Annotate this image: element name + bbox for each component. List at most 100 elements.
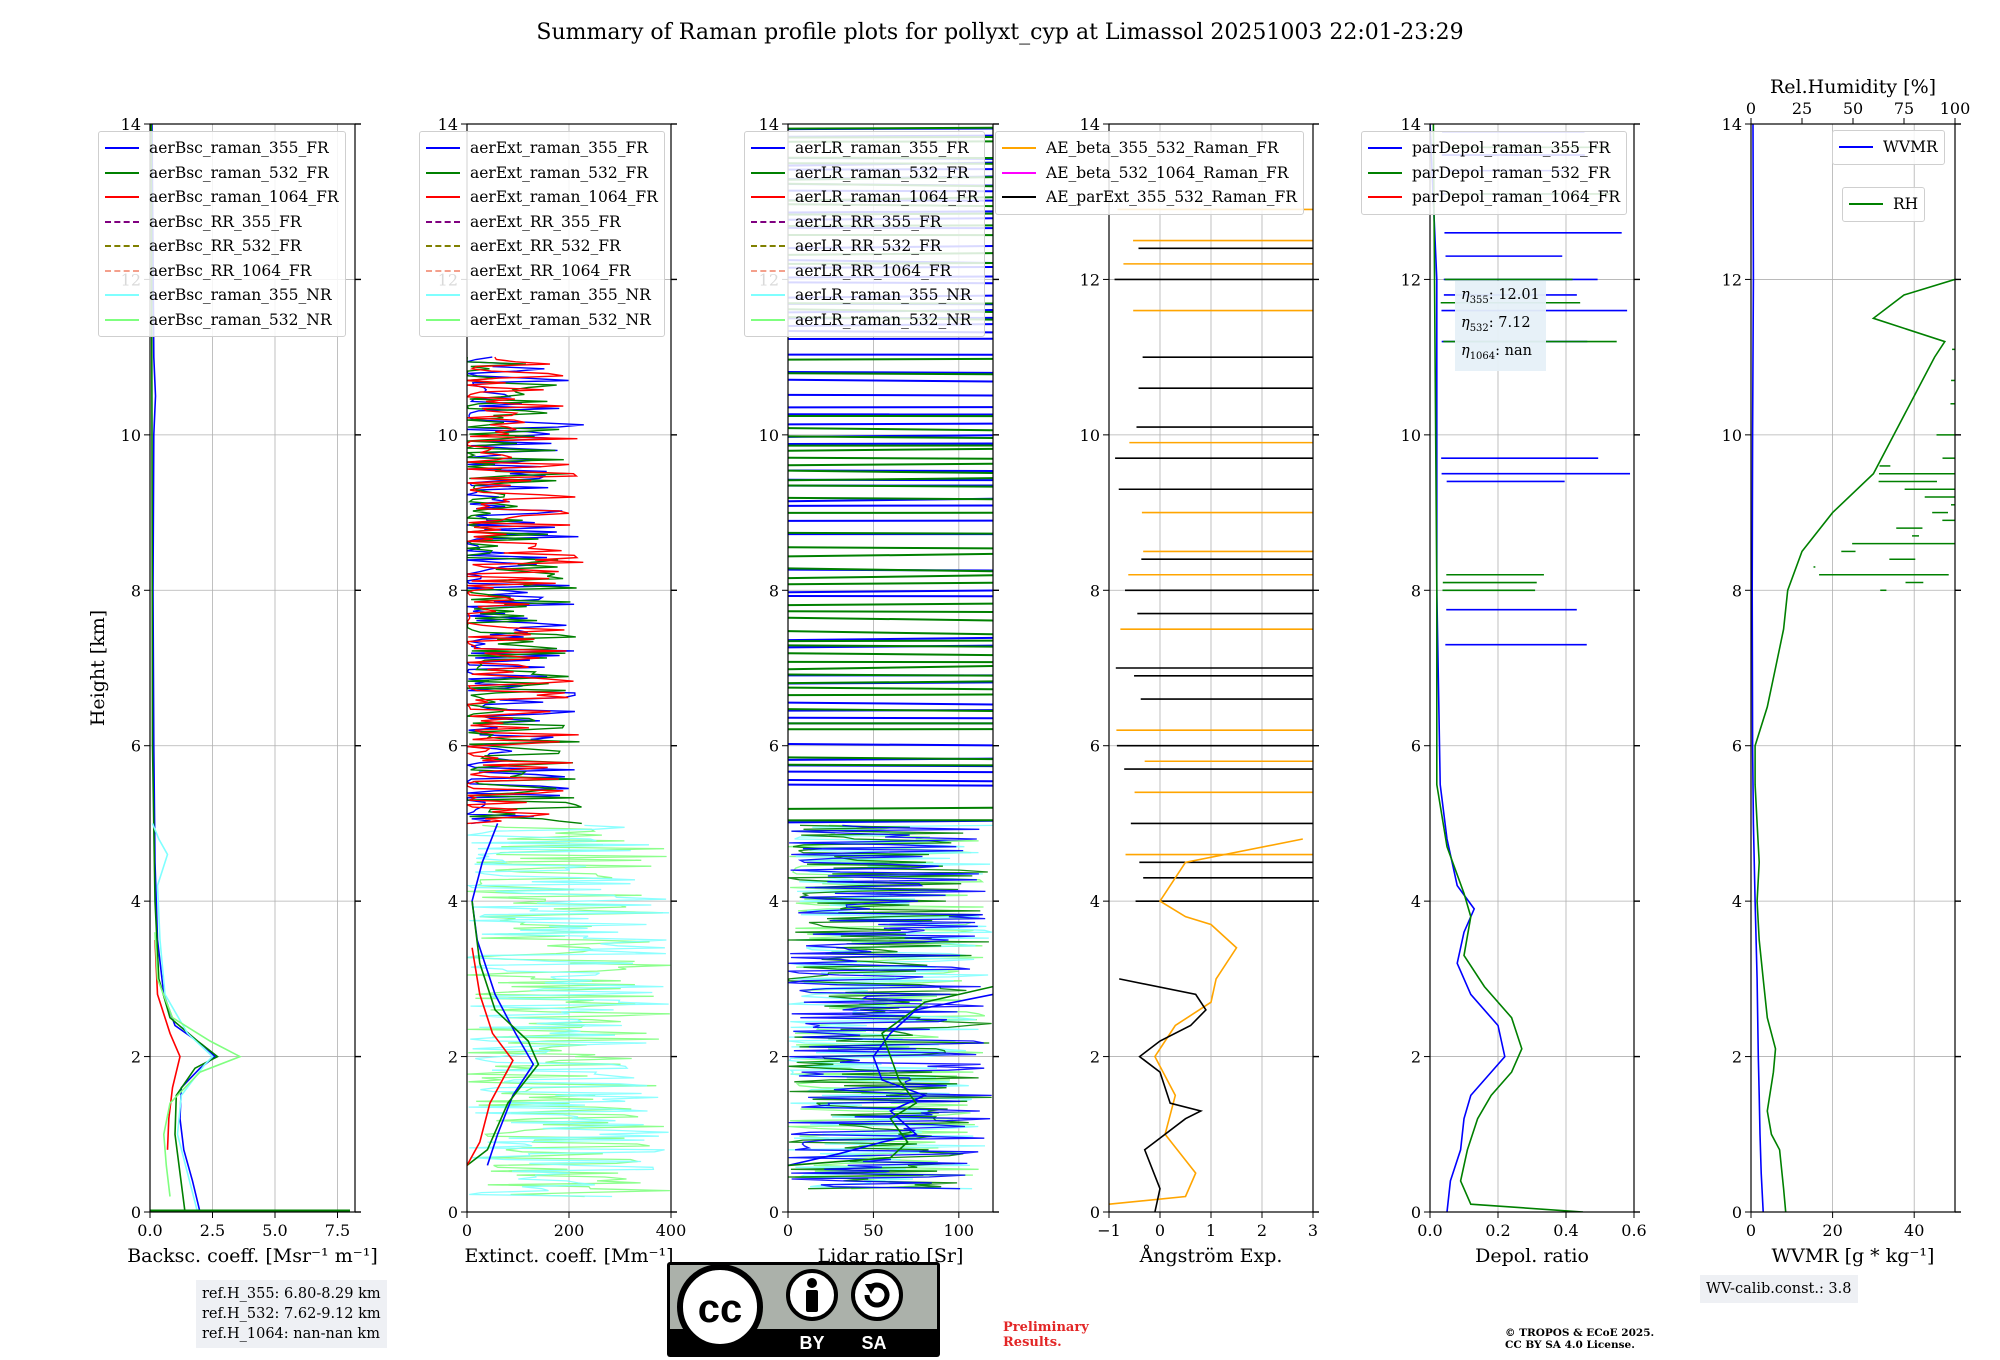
lr-hline	[788, 496, 993, 501]
y-tick-label: 14	[121, 115, 141, 134]
legend-label: parDepol_raman_532_FR	[1412, 163, 1611, 182]
ref-h-1064: ref.H_1064: nan-nan km	[202, 1326, 380, 1342]
lr-hline	[788, 616, 993, 622]
lr-hline	[788, 357, 993, 361]
cc-sa-label: SA	[861, 1333, 886, 1353]
y-tick-label: 2	[1411, 1048, 1421, 1067]
legend-swatch	[751, 171, 785, 174]
lr-hline	[788, 783, 993, 787]
copyright-line-2: CC BY SA 4.0 License.	[1505, 1339, 1635, 1351]
x-axis-label: Ångström Exp.	[1139, 1245, 1283, 1267]
copyright-note: © TROPOS & ECoE 2025. CC BY SA 4.0 Licen…	[1505, 1327, 1654, 1351]
lr-hline	[788, 484, 993, 488]
lr-hline	[788, 581, 993, 586]
y-tick-label: 0	[1411, 1203, 1421, 1222]
legend-entry: aerLR_raman_532_NR	[751, 308, 978, 333]
legend-swatch	[1002, 171, 1036, 174]
legend-label: aerBsc_raman_532_NR	[149, 310, 332, 329]
lr-hline	[788, 680, 993, 685]
y-tick-label: 8	[1090, 581, 1100, 600]
ref-h-355: ref.H_355: 6.80-8.29 km	[202, 1286, 381, 1302]
top-x-tick-label: 75	[1894, 99, 1914, 118]
legend-swatch	[426, 171, 460, 174]
lr-hline	[788, 602, 993, 607]
legend-entry: AE_parExt_355_532_Raman_FR	[1002, 185, 1297, 210]
lr-hline	[788, 435, 993, 440]
x-tick-label: 7.5	[325, 1221, 350, 1240]
x-tick-label: 50	[863, 1221, 883, 1240]
cc-by-sa-logo: cc BY SA	[667, 1262, 940, 1357]
series-aerBsc_raman_1064_FR	[154, 939, 181, 1150]
series-AE_beta_355_532_Raman_FR	[1109, 838, 1303, 1205]
lr-hline	[788, 806, 993, 810]
axes-frame-lidar_ratio	[787, 123, 994, 1213]
axes-frame-wvmr	[1750, 123, 1956, 1213]
y-tick-label: 12	[1401, 270, 1421, 289]
legend-swatch	[426, 269, 460, 272]
series-AE_parExt_355_532_Raman_FR	[1119, 978, 1207, 1212]
lr-hline	[788, 779, 993, 783]
series-aerLR_raman_355_FR	[788, 993, 993, 1167]
y-tick-label: 8	[1732, 581, 1742, 600]
top-x-tick-label: 25	[1792, 99, 1812, 118]
y-tick-label: 10	[1401, 426, 1421, 445]
y-tick-label: 0	[448, 1203, 458, 1222]
legend-swatch	[105, 318, 139, 321]
noise-trace-2	[788, 824, 992, 1190]
y-tick-label: 0	[131, 1203, 141, 1222]
legend-entry: aerLR_raman_355_NR	[751, 283, 978, 308]
y-axis-label: Height [km]	[87, 610, 109, 726]
legend-label: aerExt_RR_532_FR	[470, 237, 621, 255]
preliminary-note: Preliminary Results.	[1003, 1320, 1089, 1350]
lr-hline	[788, 442, 993, 445]
legend-entry: aerLR_raman_355_FR	[751, 136, 978, 161]
legend-swatch	[105, 294, 139, 297]
y-tick-label: 4	[1732, 892, 1742, 911]
y-tick-label: 10	[1722, 426, 1742, 445]
lr-hline	[788, 665, 993, 671]
legend-swatch	[751, 269, 785, 272]
legend-entry: aerExt_raman_532_FR	[426, 161, 658, 186]
y-tick-label: 14	[1080, 115, 1100, 134]
lr-hline	[788, 630, 993, 636]
legend-label: aerLR_RR_532_FR	[795, 237, 942, 255]
x-tick-label: 0.6	[1621, 1221, 1646, 1240]
x-tick-label: 0	[1746, 1221, 1756, 1240]
x-tick-label: 100	[944, 1221, 975, 1240]
series-aerLR_raman_532_FR	[788, 985, 993, 1167]
legend-swatch	[105, 196, 139, 199]
legend-swatch	[105, 269, 139, 272]
top-x-tick-label: 0	[1746, 99, 1756, 118]
x-axis-label: Lidar ratio [Sr]	[818, 1245, 964, 1267]
legend-swatch	[1368, 196, 1402, 199]
legend-swatch	[1002, 147, 1036, 150]
panel-wvmr: 0 20 40 0 2 4 6 8 10 12 14 WVMR [g * kg⁻¹] 0 25 50 75 10…	[1722, 76, 1971, 1267]
x-tick-label: 200	[554, 1221, 585, 1240]
axes-frame-backscatter	[149, 123, 356, 1213]
lr-hline	[788, 708, 993, 713]
lr-hline	[788, 610, 993, 614]
top-x-tick-label: 50	[1843, 99, 1863, 118]
legend-entry: parDepol_raman_532_FR	[1368, 161, 1620, 186]
legend-label: aerExt_raman_532_FR	[470, 163, 648, 182]
panel-extinction: 020040002468101214Extinct. coeff. [Mm⁻¹]	[438, 115, 687, 1267]
x-tick-label: 5.0	[262, 1221, 287, 1240]
legend-label: aerBsc_raman_355_NR	[149, 286, 332, 304]
legend-label: aerExt_RR_1064_FR	[470, 261, 631, 280]
x-tick-label: 0.2	[1485, 1221, 1510, 1240]
legend-swatch	[426, 196, 460, 199]
legend-label: aerBsc_RR_1064_FR	[149, 261, 312, 280]
lr-hline	[788, 552, 993, 558]
lr-hline	[788, 636, 993, 642]
legend-swatch	[751, 220, 785, 223]
legend-label: aerBsc_raman_532_FR	[149, 163, 329, 182]
legend-angstrom: AE_beta_355_532_Raman_FR AE_beta_532_1064…	[995, 131, 1304, 215]
x-tick-label: −1	[1097, 1221, 1121, 1240]
x-tick-label: 1	[1206, 1221, 1216, 1240]
x-tick-label: 3	[1308, 1221, 1318, 1240]
legend-swatch	[751, 245, 785, 248]
y-tick-label: 6	[1411, 737, 1421, 756]
sa-share-icon	[851, 1269, 903, 1321]
y-tick-label: 2	[1732, 1048, 1742, 1067]
